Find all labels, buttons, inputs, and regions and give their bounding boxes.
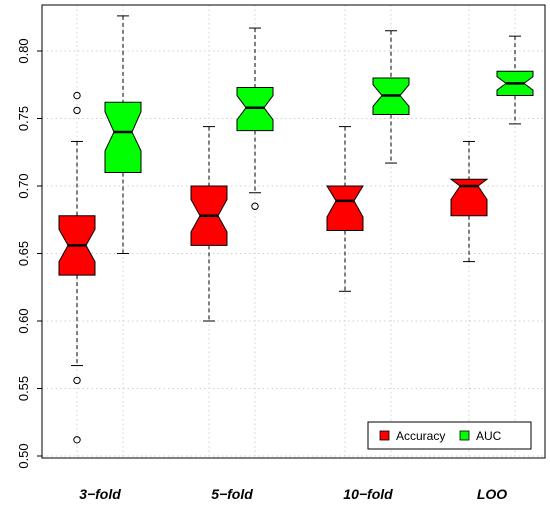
box-auc-1	[236, 27, 274, 210]
grid-lines	[42, 5, 545, 458]
box-accuracy-1	[190, 126, 228, 322]
box-auc-3	[496, 35, 534, 125]
y-tick-label: 0.75	[16, 106, 31, 131]
outlier-point	[73, 436, 81, 444]
box-accuracy-0	[58, 91, 96, 444]
legend-swatch-accuracy	[379, 430, 390, 441]
y-tick-label: 0.80	[16, 38, 31, 63]
legend-swatch-auc	[459, 430, 470, 441]
x-category-label: 3−fold	[79, 486, 121, 502]
legend-label-accuracy: Accuracy	[396, 429, 445, 443]
box-accuracy-3	[449, 140, 489, 263]
x-axis: 3−fold 5−fold 10−fold LOO	[79, 486, 507, 502]
box-accuracy-2	[326, 126, 364, 292]
outlier-point	[73, 106, 81, 115]
y-tick-label: 0.50	[16, 443, 31, 468]
box-auc-2	[372, 30, 410, 164]
legend-frame	[367, 421, 532, 450]
legend: Accuracy AUC	[367, 421, 532, 450]
box-auc-0	[104, 15, 142, 254]
box-body	[236, 86, 274, 132]
y-tick-label: 0.55	[16, 376, 31, 401]
box-layer	[58, 15, 534, 444]
y-axis: 0.50 0.55 0.60 0.65 0.70 0.75 0.80	[16, 38, 42, 469]
box-body	[104, 101, 142, 173]
plot-frame	[41, 4, 546, 459]
y-tick-label: 0.70	[16, 173, 31, 198]
box-body	[326, 185, 364, 232]
outlier-point	[251, 202, 259, 210]
x-category-label: 5−fold	[211, 486, 253, 502]
y-tick-label: 0.65	[16, 241, 31, 266]
outlier-point	[73, 91, 81, 100]
x-category-label: LOO	[477, 486, 507, 502]
outlier-point	[73, 376, 81, 385]
legend-label-auc: AUC	[476, 429, 502, 443]
box-body	[449, 178, 489, 217]
y-tick-label: 0.60	[16, 308, 31, 333]
x-category-label: 10−fold	[343, 486, 393, 502]
